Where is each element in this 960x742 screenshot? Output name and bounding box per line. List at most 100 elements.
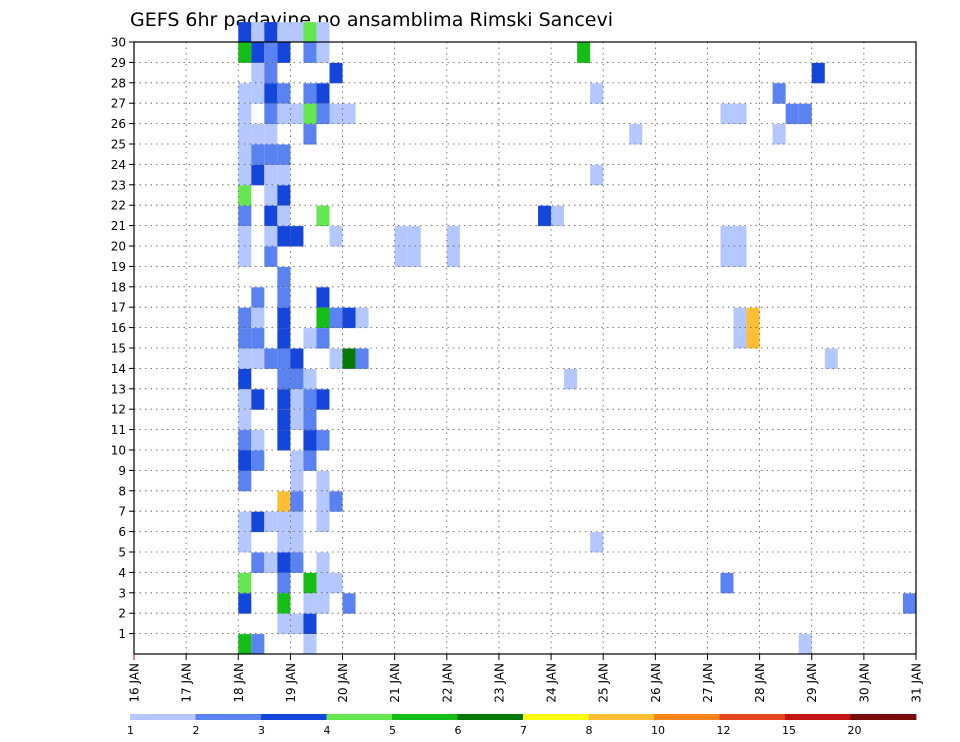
y-tick-label: 19 <box>111 260 126 274</box>
y-tick-label: 4 <box>118 566 126 580</box>
heatmap-cell <box>772 124 786 145</box>
x-tick-label: 31 JAN <box>910 663 924 703</box>
colorbar-swatch <box>719 714 786 720</box>
y-tick-label: 20 <box>111 240 126 254</box>
heatmap-cell <box>238 368 252 390</box>
heatmap-cell <box>303 368 317 390</box>
colorbar-swatch <box>850 714 917 720</box>
x-tick-label: 30 JAN <box>857 663 871 703</box>
x-tick-label: 22 JAN <box>440 663 454 703</box>
y-tick-label: 10 <box>111 444 126 458</box>
heatmap-cell <box>251 62 265 84</box>
heatmap-cell <box>277 348 291 369</box>
heatmap-cell <box>264 246 278 267</box>
heatmap-cell <box>733 226 747 247</box>
heatmap-cell <box>824 348 838 369</box>
heatmap-cell <box>238 42 252 63</box>
heatmap-cell <box>290 368 304 390</box>
y-tick-label: 16 <box>111 321 126 335</box>
heatmap-cell <box>238 246 252 267</box>
x-tick-label: 21 JAN <box>388 663 402 703</box>
heatmap-cell <box>238 572 252 594</box>
heatmap-cell <box>277 491 291 512</box>
heatmap-cell <box>290 532 304 553</box>
heatmap-cell <box>277 368 291 390</box>
heatmap-cell <box>251 83 265 104</box>
heatmap-cell <box>251 348 265 369</box>
heatmap-cell <box>629 124 643 145</box>
y-tick-label: 11 <box>111 423 126 437</box>
heatmap-cell <box>264 185 278 206</box>
x-tick-label: 18 JAN <box>232 663 246 703</box>
y-tick-label: 30 <box>111 36 126 50</box>
heatmap-cell <box>277 409 291 431</box>
heatmap-cell <box>264 144 278 165</box>
heatmap-cell <box>290 103 304 125</box>
y-tick-label: 27 <box>111 97 126 111</box>
heatmap-cell <box>316 552 330 573</box>
heatmap-cell <box>277 22 291 43</box>
y-tick-label: 17 <box>111 301 126 315</box>
heatmap-cell <box>446 226 460 247</box>
heatmap-cell <box>251 144 265 165</box>
colorbar: 1 2 3 4 5 6 7 8 10 12 15 20 <box>127 714 917 737</box>
heatmap-cell <box>329 491 343 512</box>
heatmap-cell <box>564 368 578 390</box>
heatmap-cell <box>277 266 291 288</box>
heatmap-cell <box>316 511 330 533</box>
heatmap-cell <box>238 389 252 410</box>
heatmap-cell <box>798 103 812 125</box>
heatmap-cell <box>316 42 330 63</box>
y-tick-label: 14 <box>111 362 126 376</box>
heatmap-cell <box>277 205 291 227</box>
heatmap-cell <box>238 185 252 206</box>
heatmap-cell <box>733 328 747 349</box>
heatmap-cell <box>720 246 734 267</box>
y-tick-label: 1 <box>118 627 126 641</box>
heatmap-cell <box>251 328 265 349</box>
heatmap-cell <box>264 164 278 186</box>
y-tick-label: 12 <box>111 403 126 417</box>
x-tick-label: 17 JAN <box>180 663 194 703</box>
chart-title: GEFS 6hr padavine po ansamblima Rimski S… <box>130 9 613 31</box>
colorbar-label: 6 <box>455 724 462 737</box>
colorbar-swatch <box>654 714 720 720</box>
heatmap-cell <box>251 22 265 43</box>
heatmap-cell <box>238 593 252 614</box>
heatmap-cell <box>264 205 278 227</box>
colorbar-label: 2 <box>193 724 200 737</box>
x-tick-label: 27 JAN <box>701 663 715 703</box>
heatmap-cell <box>355 307 369 329</box>
heatmap-cell <box>238 634 252 655</box>
heatmap-cell <box>329 103 343 125</box>
heatmap-cell <box>264 62 278 84</box>
heatmap-cell <box>238 83 252 104</box>
heatmap-cell <box>590 532 604 553</box>
y-tick-label: 15 <box>111 342 126 356</box>
heatmap-cell <box>316 470 330 492</box>
heatmap-cell <box>277 185 291 206</box>
heatmap-cell <box>316 22 330 43</box>
heatmap-cell <box>798 634 812 655</box>
heatmap-cell <box>316 389 330 410</box>
heatmap-cell <box>342 103 356 125</box>
heatmap-cell <box>329 572 343 594</box>
heatmap-cell <box>277 572 291 594</box>
heatmap-cell <box>264 124 278 145</box>
y-tick-label: 7 <box>118 505 126 519</box>
y-tick-label: 22 <box>111 199 126 213</box>
heatmap-cell <box>303 572 317 594</box>
heatmap-cell <box>251 430 265 451</box>
heatmap-cell <box>238 144 252 165</box>
x-tick-label: 20 JAN <box>336 663 350 703</box>
heatmap-cell <box>238 226 252 247</box>
colorbar-swatch <box>326 714 393 720</box>
heatmap-cell <box>720 103 734 125</box>
colorbar-swatch <box>261 714 327 720</box>
heatmap-cell <box>303 328 317 349</box>
heatmap-cell <box>329 307 343 329</box>
heatmap-cell <box>290 491 304 512</box>
heatmap-cell <box>329 348 343 369</box>
heatmap-cell <box>238 450 252 471</box>
heatmap-cell <box>720 226 734 247</box>
